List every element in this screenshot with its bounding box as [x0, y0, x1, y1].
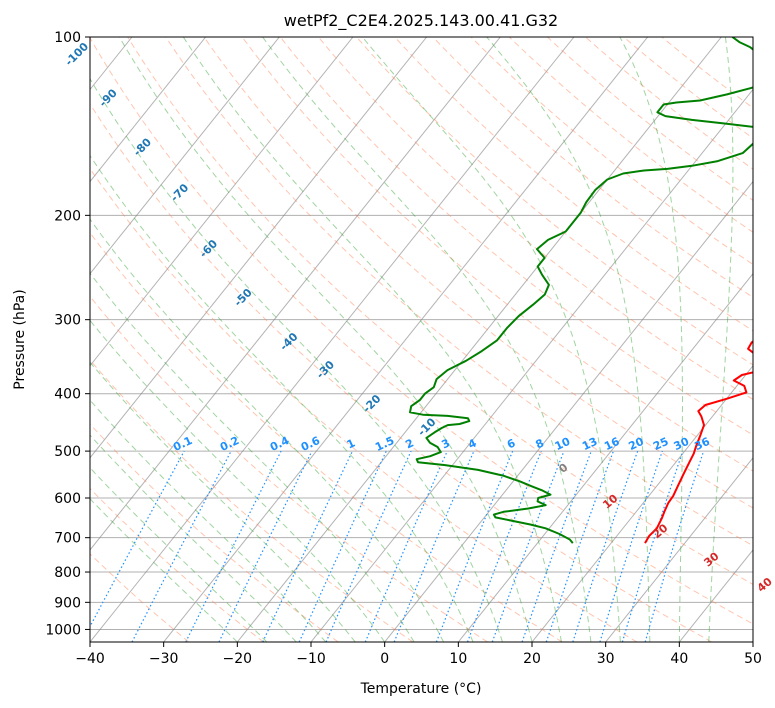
dry-adiabat-line	[279, 37, 753, 436]
temperature-line	[644, 340, 753, 544]
isotherm-gridline	[90, 37, 207, 183]
moist-adiabat-line	[90, 399, 327, 642]
moist-adiabat-line	[118, 37, 533, 642]
dry-adiabat-line	[203, 37, 753, 509]
moist-adiabat-line	[90, 498, 238, 642]
dry-adiabat-line	[241, 37, 753, 472]
dry-adiabat-line	[90, 102, 712, 642]
mixing-ratio-line	[364, 450, 448, 642]
x-tick-label: 10	[449, 651, 467, 667]
isotherm-gridline	[457, 272, 753, 642]
y-tick-label: 200	[54, 208, 81, 224]
y-tick-label: 500	[54, 444, 81, 460]
mixing-ratio-line	[644, 450, 705, 642]
moist-adiabat-line	[90, 77, 503, 642]
mixing-ratio-line	[599, 450, 663, 642]
dry-adiabat-line	[90, 295, 488, 642]
moist-adiabat-line	[90, 434, 297, 642]
isotherm-gridline	[384, 180, 753, 642]
dry-adiabat-line	[432, 37, 753, 298]
moist-adiabat-line	[90, 319, 386, 642]
y-tick-label: 1000	[45, 622, 81, 638]
isotherm-gridline	[605, 457, 753, 642]
dewpoint-line	[409, 37, 753, 544]
dry-adiabat-line	[90, 37, 753, 625]
mixing-ratio-label: 36	[692, 435, 712, 453]
mixing-ratio-label: 25	[651, 435, 670, 453]
dry-adiabat-line	[508, 37, 753, 233]
x-tick-label: 50	[744, 651, 762, 667]
moist-adiabat-line	[708, 37, 734, 642]
x-tick-label: −30	[149, 651, 179, 667]
isotherm-gridline	[90, 37, 354, 367]
moist-adiabat-line	[362, 37, 621, 642]
moist-adiabat-line	[90, 467, 268, 642]
mixing-ratio-label: 16	[602, 435, 622, 453]
mixing-ratio-line	[218, 450, 313, 642]
moist-adiabat-line	[90, 218, 445, 642]
dry-adiabat-line	[165, 37, 753, 547]
mixing-ratio-line	[545, 450, 614, 642]
moist-adiabat-line	[262, 37, 592, 642]
isotherm-gridline	[90, 37, 428, 459]
moist-adiabat-line	[486, 37, 651, 642]
mixing-ratio-line	[298, 450, 387, 642]
dry-adiabat-line	[90, 423, 339, 642]
isotherm-gridline	[236, 37, 722, 642]
moist-adiabat-line	[619, 37, 683, 642]
plot-frame	[89, 36, 754, 643]
isotherm-gridline	[90, 37, 280, 275]
y-tick-label: 800	[54, 565, 81, 581]
x-tick-label: −20	[223, 651, 253, 667]
dry-adiabat-line	[470, 37, 753, 265]
y-tick-label: 400	[54, 387, 81, 403]
x-axis-label: Temperature (°C)	[360, 681, 482, 697]
mixing-ratio-line	[572, 450, 639, 642]
y-tick-label: 600	[54, 491, 81, 507]
dry-adiabat-line	[318, 37, 753, 401]
mixing-ratio-line	[90, 450, 185, 628]
x-tick-label: −10	[296, 651, 326, 667]
mixing-ratio-label: 30	[672, 435, 692, 453]
isotherm-gridline	[531, 364, 753, 642]
moist-adiabat-line	[90, 154, 474, 642]
y-tick-label: 300	[54, 313, 81, 329]
mixing-ratio-label: 20	[627, 435, 647, 453]
x-tick-label: 30	[597, 651, 615, 667]
isotherm-gridline	[90, 37, 575, 642]
y-tick-label: 900	[54, 595, 81, 611]
plot-area	[90, 37, 753, 642]
x-tick-label: 0	[380, 651, 389, 667]
y-axis-label: Pressure (hPa)	[12, 289, 28, 389]
mixing-ratio-line	[262, 450, 354, 642]
mixing-ratio-label: 13	[580, 435, 599, 453]
moist-adiabat-line	[90, 361, 356, 642]
mixing-ratio-line	[393, 450, 475, 642]
mixing-ratio-line	[325, 450, 412, 642]
mixing-ratio-label: 10	[553, 435, 573, 453]
mixing-ratio-line	[621, 450, 684, 642]
x-tick-label: −40	[75, 651, 105, 667]
x-tick-label: 40	[670, 651, 688, 667]
y-tick-label: 700	[54, 531, 81, 547]
mixing-ratio-line	[521, 450, 592, 642]
chart-title: wetPf2_C2E4.2025.143.00.41.G32	[284, 11, 558, 31]
isotherm-gridline	[310, 88, 753, 642]
isotherm-gridline	[163, 37, 649, 642]
dry-adiabat-line	[90, 231, 563, 642]
y-tick-label: 100	[54, 30, 81, 46]
moist-adiabat-line	[182, 37, 562, 642]
x-tick-label: 20	[523, 651, 541, 667]
isotherm-gridline	[90, 37, 501, 551]
